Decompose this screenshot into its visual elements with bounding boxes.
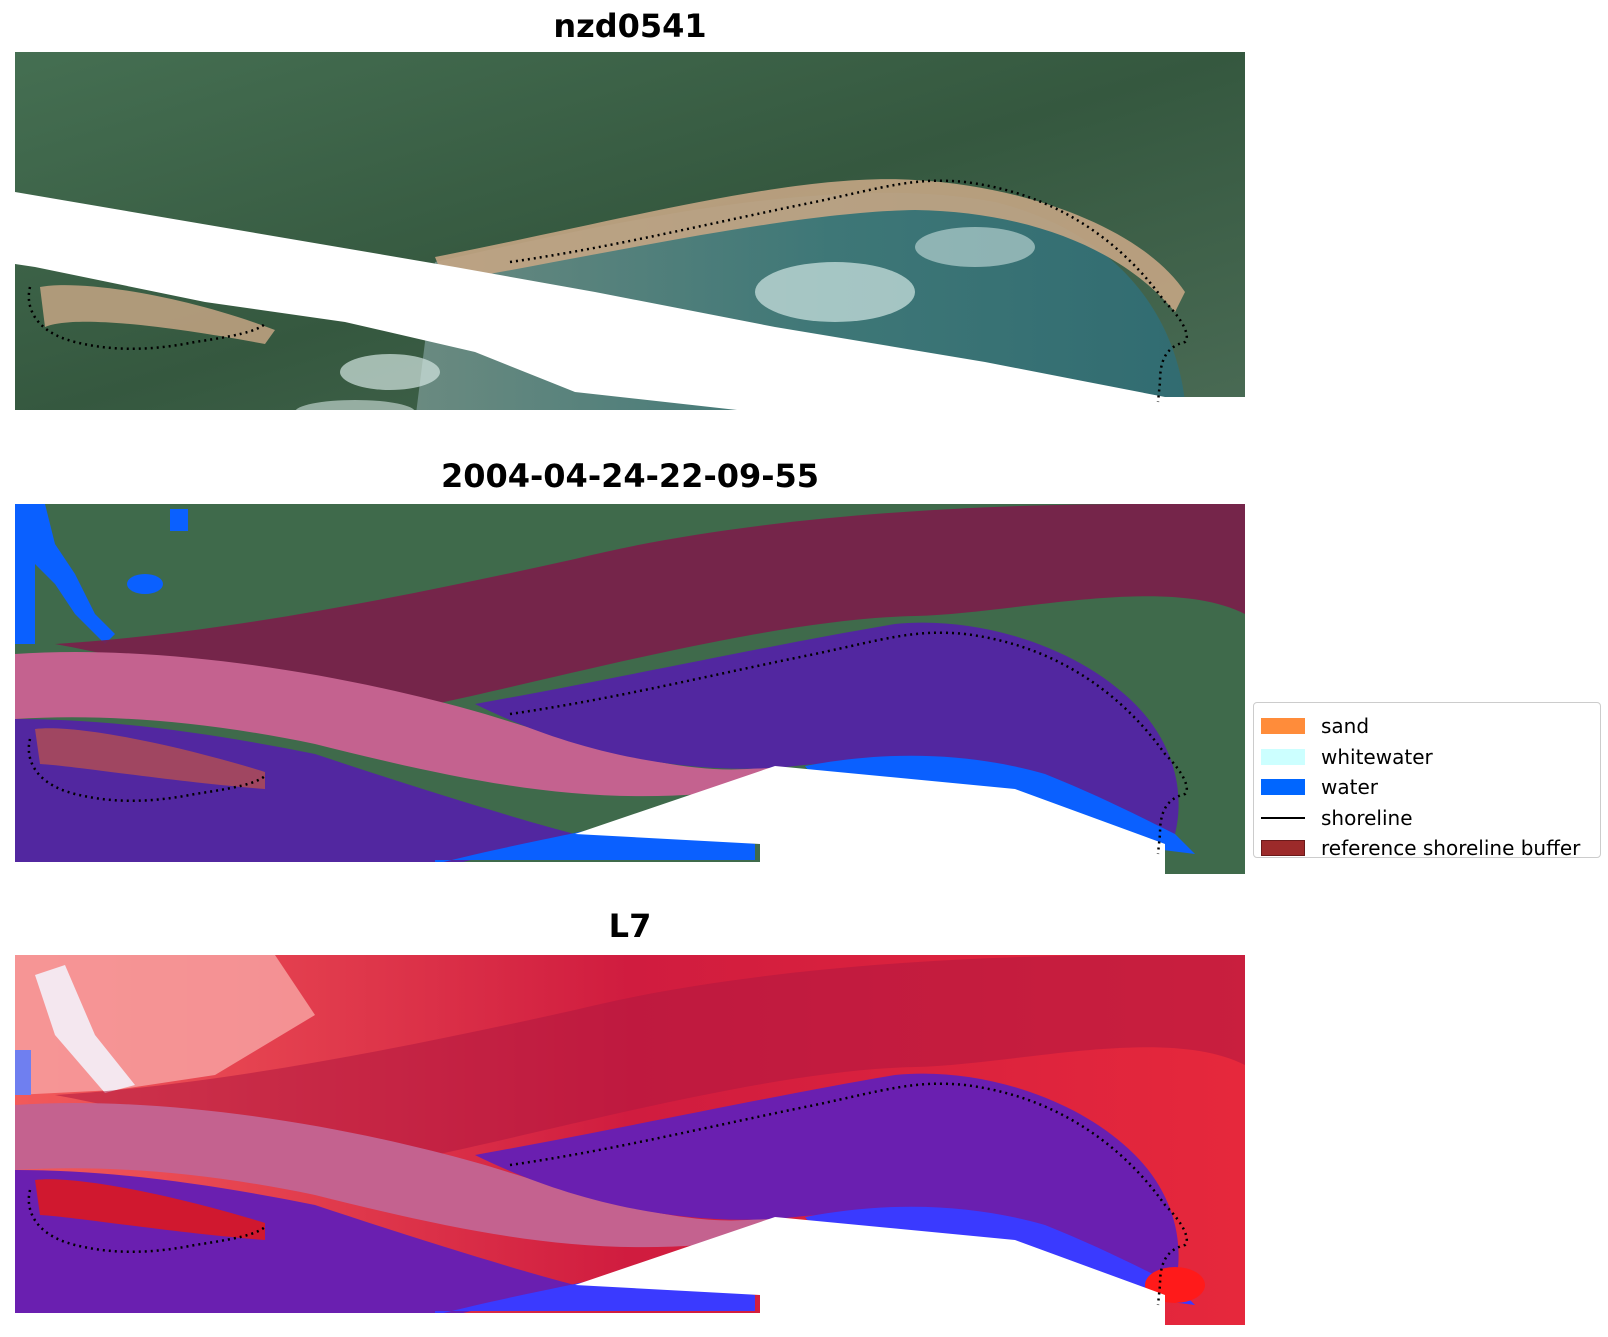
legend-label-whitewater: whitewater [1321,744,1433,769]
panel-title-index: L7 [608,907,652,945]
classified-image [15,504,1245,874]
legend-label-reference-buffer: reference shoreline buffer [1321,836,1581,861]
legend-swatch-water [1261,779,1305,796]
legend-item-whitewater: whitewater [1261,742,1593,773]
legend-swatch-sand [1261,718,1305,735]
panel-title-classified: 2004-04-24-22-09-55 [440,457,820,495]
legend-item-reference-buffer: reference shoreline buffer [1261,833,1593,864]
panel-title-rgb: nzd0541 [553,7,707,45]
legend: sand whitewater water shoreline referenc… [1253,702,1601,860]
legend-label-sand: sand [1321,714,1370,739]
legend-swatch-shoreline [1261,816,1305,819]
satellite-image-rgb [15,52,1245,422]
legend-label-shoreline: shoreline [1321,805,1413,830]
index-image [15,955,1245,1325]
legend-swatch-whitewater [1261,748,1305,765]
legend-swatch-reference-buffer [1261,840,1305,857]
legend-item-sand: sand [1261,711,1593,742]
legend-item-water: water [1261,772,1593,803]
legend-label-water: water [1321,775,1378,800]
legend-item-shoreline: shoreline [1261,803,1593,834]
